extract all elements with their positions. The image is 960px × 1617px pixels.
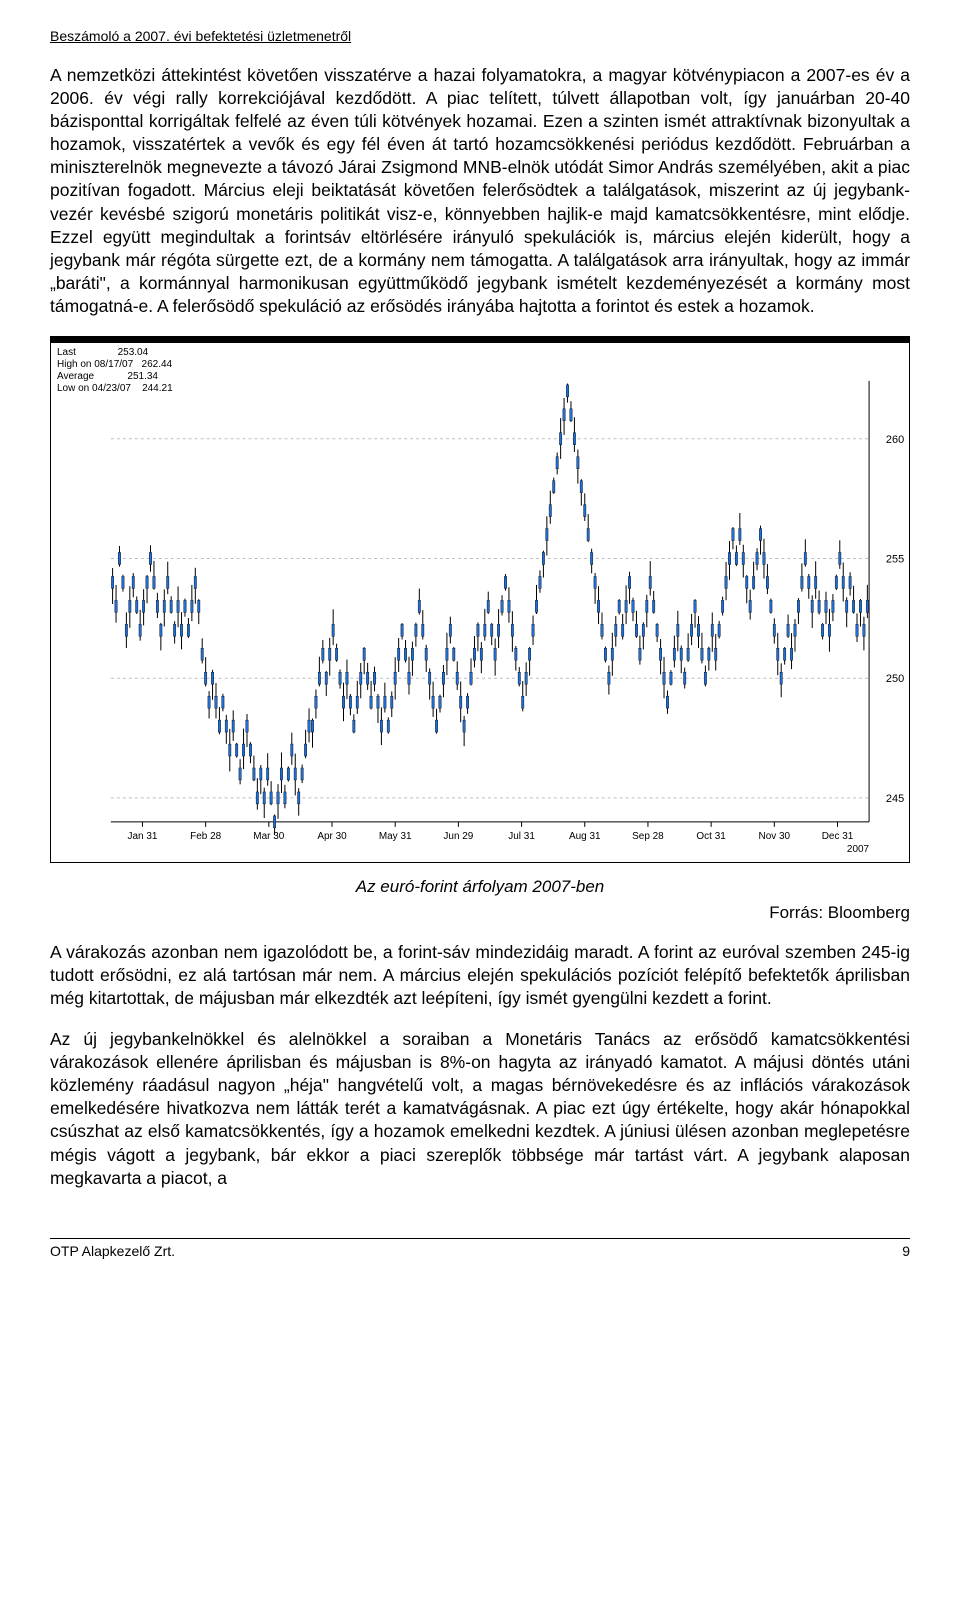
svg-text:Jan 31: Jan 31 bbox=[127, 831, 157, 842]
page-footer: OTP Alapkezelő Zrt. 9 bbox=[50, 1238, 910, 1259]
chart-canvas: 245 250 255 260 Jan 31 Feb 28 Mar 30 Apr 30 May … bbox=[51, 343, 909, 862]
svg-text:Feb 28: Feb 28 bbox=[190, 831, 221, 842]
svg-text:245: 245 bbox=[886, 793, 904, 805]
paragraph-1: A nemzetközi áttekintést követően vissza… bbox=[50, 64, 910, 318]
chart-caption: Az euró-forint árfolyam 2007-ben bbox=[50, 877, 910, 897]
svg-text:Apr 30: Apr 30 bbox=[317, 831, 347, 842]
svg-text:Mar 30: Mar 30 bbox=[253, 831, 284, 842]
page-container: Beszámoló a 2007. évi befektetési üzletm… bbox=[0, 0, 960, 1283]
svg-text:Aug 31: Aug 31 bbox=[569, 831, 601, 842]
svg-text:May 31: May 31 bbox=[379, 831, 412, 842]
chart-legend-box: Last 253.04 High on 08/17/07 262.44 Aver… bbox=[57, 347, 173, 395]
svg-text:Dec 31: Dec 31 bbox=[822, 831, 854, 842]
paragraph-2: A várakozás azonban nem igazolódott be, … bbox=[50, 941, 910, 1010]
eurhuf-chart: Last 253.04 High on 08/17/07 262.44 Aver… bbox=[50, 336, 910, 863]
svg-text:Oct 31: Oct 31 bbox=[696, 831, 726, 842]
chart-source: Forrás: Bloomberg bbox=[50, 903, 910, 923]
paragraph-3: Az új jegybankelnökkel és alelnökkel a s… bbox=[50, 1028, 910, 1190]
svg-text:Jul 31: Jul 31 bbox=[508, 831, 535, 842]
svg-text:Jun 29: Jun 29 bbox=[443, 831, 473, 842]
svg-text:2007: 2007 bbox=[847, 844, 870, 855]
svg-text:250: 250 bbox=[886, 673, 904, 685]
footer-right: 9 bbox=[902, 1243, 910, 1259]
svg-text:Sep 28: Sep 28 bbox=[632, 831, 664, 842]
svg-text:255: 255 bbox=[886, 554, 904, 566]
svg-text:260: 260 bbox=[886, 434, 904, 446]
svg-text:Nov 30: Nov 30 bbox=[759, 831, 791, 842]
footer-left: OTP Alapkezelő Zrt. bbox=[50, 1243, 175, 1259]
running-header: Beszámoló a 2007. évi befektetési üzletm… bbox=[50, 28, 910, 44]
